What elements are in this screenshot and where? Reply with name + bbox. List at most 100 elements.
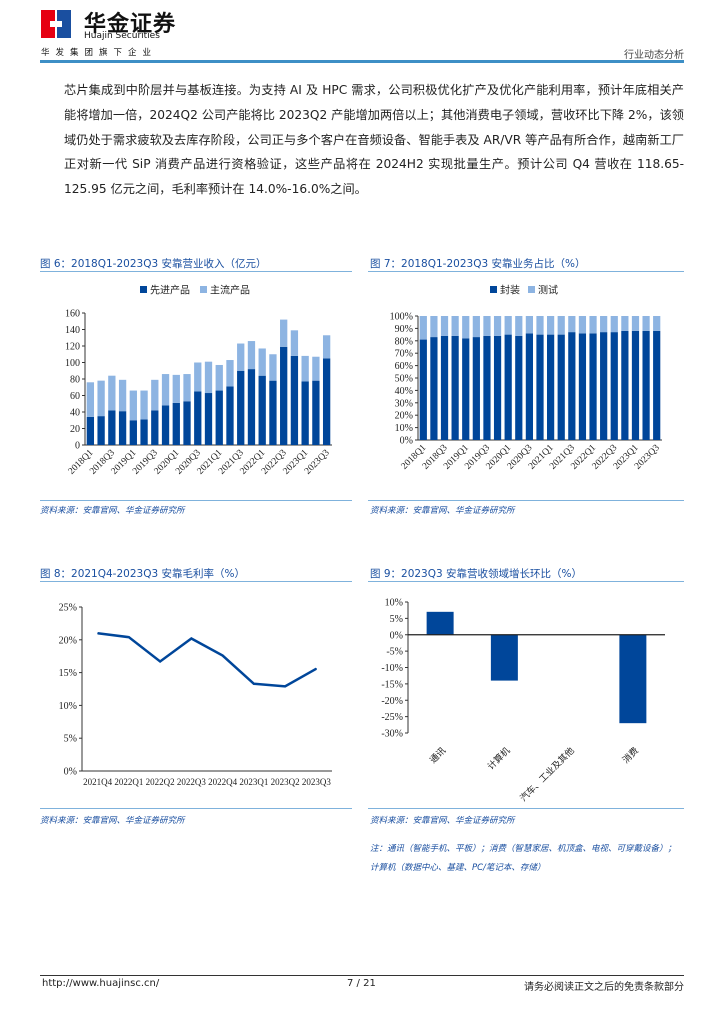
legend-swatch (528, 286, 535, 293)
bar-segment-top (194, 362, 202, 392)
y-tick-label: 20 (70, 424, 80, 435)
bar (490, 634, 518, 681)
y-tick-label: 15% (59, 668, 77, 679)
fig9-top-rule (368, 581, 684, 582)
tagline: 华发集团旗下企业 (41, 48, 158, 58)
bar-segment-bottom (600, 332, 608, 440)
line-point (97, 632, 99, 634)
bar-segment-bottom (226, 386, 234, 445)
bar-segment-bottom (621, 330, 629, 440)
y-tick-label: 90% (395, 324, 413, 335)
fig9-source: 资料来源：安靠官网、华金证券研究所 (370, 816, 515, 826)
y-tick-label: -30% (381, 729, 403, 740)
bar-segment-top (118, 379, 127, 412)
bar-segment-top (525, 316, 533, 334)
bar-segment-bottom (451, 335, 459, 440)
fig9-bottom-rule (368, 808, 684, 809)
bar-segment-top (578, 316, 587, 334)
bar-segment-top (653, 316, 661, 331)
y-tick-label: -5% (386, 647, 403, 658)
fig8-source: 资料来源：安靠官网、华金证券研究所 (40, 816, 185, 826)
bar-segment-bottom (536, 334, 544, 440)
bar-segment-bottom (215, 390, 223, 445)
header-rule (40, 60, 684, 63)
bar-segment-bottom (280, 346, 288, 445)
legend-swatch (140, 286, 147, 293)
x-tick-label: 汽车、工业及其他 (517, 745, 576, 804)
bar-segment-top (600, 316, 608, 333)
bar-segment-bottom (140, 419, 148, 445)
y-tick-label: 10% (385, 598, 403, 609)
disclaimer-note: 请务必阅读正文之后的免责条款部分 (524, 982, 684, 993)
x-tick-label: 消费 (620, 745, 641, 766)
line-point (159, 660, 161, 662)
line-point (315, 668, 317, 670)
bar-segment-top (440, 316, 449, 336)
fig6-bottom-rule (40, 500, 352, 501)
legend-swatch (490, 286, 497, 293)
y-tick-label: 0% (400, 436, 413, 447)
bar-segment-top (504, 316, 512, 335)
bar-segment-bottom (301, 381, 309, 445)
footer-rule (40, 975, 684, 976)
fig9-title: 图 9：2023Q3 安靠营收领域增长环比（%） (370, 568, 582, 580)
bar-segment-top (172, 374, 180, 403)
y-tick-label: 70% (395, 349, 413, 360)
y-tick-label: 40 (70, 408, 80, 419)
fig7-bottom-rule (368, 500, 684, 501)
y-tick-label: 0 (75, 441, 80, 452)
bar (426, 611, 454, 635)
line-point (284, 685, 286, 687)
fig9-note-line1: 注：通讯（智能手机、平板）；消费（智慧家居、机顶盒、电视、可穿戴设备）； (370, 844, 677, 854)
x-tick-label: 2023Q1 (239, 777, 268, 787)
bar-segment-bottom (237, 370, 245, 445)
fig8-title: 图 8：2021Q4-2023Q3 安靠毛利率（%） (40, 568, 245, 580)
bar-segment-bottom (493, 335, 502, 440)
margin-line (97, 631, 317, 688)
fig6-chart: 0204060801001201401602018Q12018Q32019Q12… (65, 284, 332, 477)
y-tick-label: 0% (64, 767, 77, 778)
body-paragraph: 芯片集成到中阶层并与基板连接。为支持 AI 及 HPC 需求，公司积极优化扩产及… (64, 83, 684, 197)
bar-segment-top (237, 343, 245, 371)
bar-segment-bottom (525, 333, 533, 440)
bar-segment-top (419, 316, 427, 340)
bar-segment-top (430, 316, 438, 338)
y-tick-label: 25% (59, 603, 77, 614)
bar-segment-top (483, 316, 491, 336)
huajin-logo-icon (41, 10, 71, 38)
bar-segment-bottom (483, 335, 491, 440)
bar-segment-top (97, 380, 105, 417)
bar-segment-bottom (589, 333, 597, 440)
bar-segment-top (204, 361, 213, 394)
bar-segment-top (129, 390, 137, 421)
fig8-chart: 0% 5% 10% 15% 20% 25% 2021Q4 2022Q1 2022Q2 2022Q3… (59, 603, 332, 787)
footer-url[interactable]: http://www.huajinsc.cn/ (42, 978, 160, 989)
fig8-bottom-rule (40, 808, 352, 809)
bar-segment-bottom (610, 332, 618, 440)
bar-segment-top (536, 316, 544, 335)
bar-segment-bottom (642, 330, 650, 440)
y-tick-label: 140 (65, 325, 80, 336)
y-tick-label: 80 (70, 375, 80, 386)
bar-segment-bottom (258, 375, 266, 445)
legend-label: 测试 (538, 284, 558, 297)
logo-text-cn: 华金证券 (84, 12, 177, 37)
bar-segment-top (568, 316, 576, 333)
fig9-note-line2: 计算机（数据中心、基建、PC/笔记本、存储） (370, 863, 546, 873)
bar-segment-top (462, 316, 470, 339)
y-tick-label: 50% (395, 374, 413, 385)
y-tick-label: 100 (65, 358, 80, 369)
line-point (222, 655, 224, 657)
bar-segment-bottom (86, 416, 95, 445)
bar-segment-bottom (290, 355, 299, 445)
bar-segment-bottom (653, 330, 661, 440)
bar-segment-bottom (557, 334, 565, 440)
bar-segment-top (493, 316, 502, 336)
x-tick-label: 2023Q3 (302, 777, 331, 787)
legend-label: 主流产品 (210, 284, 250, 297)
x-tick-label: 通讯 (428, 745, 448, 765)
bar-segment-bottom (151, 410, 159, 445)
logo-text-en: Huajin Securities (84, 31, 160, 41)
y-tick-label: 160 (65, 309, 80, 320)
